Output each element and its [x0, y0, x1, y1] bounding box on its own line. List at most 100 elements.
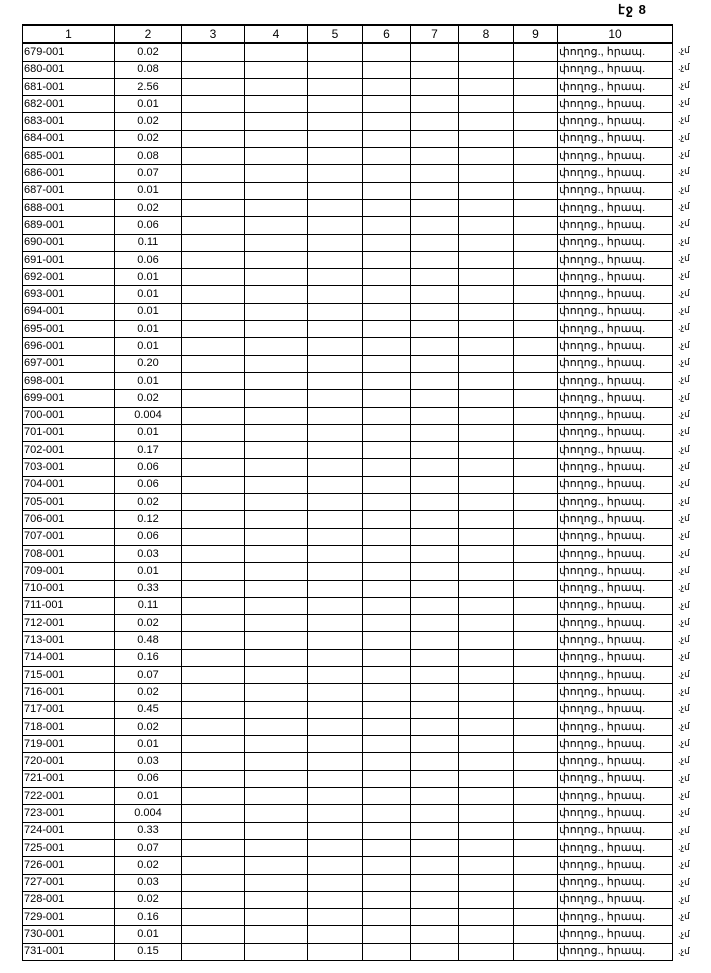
cell-empty	[458, 268, 514, 287]
cell-empty	[362, 665, 411, 685]
cell-empty	[244, 856, 308, 875]
cell-id: 694-001	[22, 302, 115, 322]
cell-id: 721-001	[22, 769, 115, 789]
cell-type: փողոց., հրապ.	[557, 579, 673, 598]
cell-type: փողոց., հրապ.	[557, 458, 673, 477]
cell-empty	[307, 216, 363, 235]
cell-id: 702-001	[22, 441, 115, 460]
cell-empty	[513, 579, 558, 598]
cell-value: 0.06	[114, 216, 182, 235]
cell-id: 679-001	[22, 42, 115, 62]
cell-empty	[513, 371, 558, 391]
cell-type: փողոց., հրապ.	[557, 769, 673, 789]
cell-empty	[181, 129, 245, 149]
column-header-1: 1	[22, 23, 115, 45]
cell-empty	[362, 544, 411, 564]
cell-empty	[458, 856, 514, 875]
cell-empty	[458, 804, 514, 823]
cell-empty	[244, 423, 308, 443]
cell-id: 718-001	[22, 717, 115, 737]
cell-id: 708-001	[22, 544, 115, 564]
cell-id: 700-001	[22, 406, 115, 425]
cell-empty	[244, 787, 308, 806]
cell-empty	[410, 631, 459, 650]
cell-type: փողոց., հրապ.	[557, 371, 673, 391]
cell-empty	[513, 665, 558, 685]
cell-empty	[307, 164, 363, 183]
cell-empty	[513, 60, 558, 79]
cell-value: 0.02	[114, 42, 182, 62]
cell-empty	[244, 544, 308, 564]
cell-id: 729-001	[22, 908, 115, 927]
margin-mark: .չմ	[678, 96, 690, 107]
cell-empty	[458, 112, 514, 131]
cell-empty	[244, 112, 308, 131]
cell-empty	[513, 441, 558, 460]
cell-empty	[307, 181, 363, 200]
cell-empty	[181, 804, 245, 823]
cell-type: փողոց., հրապ.	[557, 129, 673, 149]
cell-empty	[410, 268, 459, 287]
column-header-10: 10	[557, 23, 673, 45]
margin-mark: .չմ	[678, 218, 690, 229]
cell-empty	[513, 268, 558, 287]
cell-empty	[410, 942, 459, 962]
column-header-4: 4	[244, 23, 308, 45]
cell-empty	[513, 233, 558, 252]
cell-empty	[307, 665, 363, 685]
column-header-2: 2	[114, 23, 182, 45]
margin-mark: .չմ	[678, 200, 690, 211]
cell-empty	[244, 925, 308, 944]
cell-empty	[513, 147, 558, 166]
cell-empty	[362, 614, 411, 633]
cell-empty	[181, 614, 245, 633]
cell-value: 0.08	[114, 147, 182, 166]
table-row: 706-001 0.12 փողոց., հրապ.	[22, 510, 673, 529]
cell-empty	[410, 389, 459, 408]
cell-empty	[181, 700, 245, 719]
cell-empty	[513, 925, 558, 944]
cell-empty	[458, 631, 514, 650]
cell-empty	[458, 198, 514, 218]
table-row: 715-001 0.07 փողոց., հրապ.	[22, 665, 673, 685]
cell-empty	[458, 77, 514, 97]
cell-id: 689-001	[22, 216, 115, 235]
table-row: 689-001 0.06 փողոց., հրապ.	[22, 216, 673, 235]
cell-empty	[244, 181, 308, 200]
cell-empty	[513, 942, 558, 962]
cell-empty	[458, 544, 514, 564]
cell-empty	[513, 873, 558, 892]
cell-empty	[458, 665, 514, 685]
cell-empty	[307, 302, 363, 322]
cell-type: փողոց., հրապ.	[557, 873, 673, 892]
cell-empty	[307, 129, 363, 149]
cell-empty	[244, 562, 308, 581]
margin-mark: .չմ	[678, 564, 690, 575]
cell-empty	[307, 389, 363, 408]
cell-empty	[458, 302, 514, 322]
cell-empty	[410, 129, 459, 149]
table-row: 708-001 0.03 փողոց., հրապ.	[22, 544, 673, 564]
cell-empty	[513, 890, 558, 910]
cell-empty	[458, 337, 514, 356]
cell-empty	[181, 60, 245, 79]
cell-empty	[244, 337, 308, 356]
margin-mark: .չմ	[678, 495, 690, 506]
cell-empty	[513, 700, 558, 719]
cell-empty	[362, 423, 411, 443]
cell-empty	[458, 614, 514, 633]
cell-empty	[513, 181, 558, 200]
cell-empty	[362, 371, 411, 391]
cell-type: փողոց., հրապ.	[557, 908, 673, 927]
cell-empty	[362, 198, 411, 218]
cell-id: 726-001	[22, 856, 115, 875]
cell-value: 0.01	[114, 320, 182, 339]
cell-empty	[362, 579, 411, 598]
cell-empty	[410, 406, 459, 425]
cell-empty	[513, 787, 558, 806]
cell-empty	[513, 856, 558, 875]
table-row: 687-001 0.01 փողոց., հրապ.	[22, 181, 673, 200]
cell-empty	[458, 320, 514, 339]
margin-mark: .չմ	[678, 911, 690, 922]
cell-empty	[244, 42, 308, 62]
